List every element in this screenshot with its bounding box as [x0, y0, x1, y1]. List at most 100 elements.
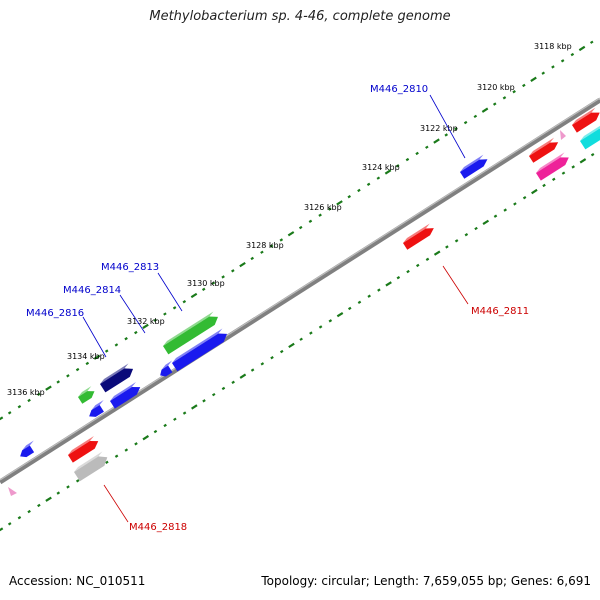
inner-tick: [211, 392, 216, 397]
outer-tick: [287, 231, 295, 237]
inner-tick: [552, 177, 556, 181]
label-leaders: [82, 94, 469, 523]
outer-tick: [502, 96, 507, 100]
gene-label-m446-2810[interactable]: M446_2810: [370, 84, 428, 95]
gene-label-m446-2814[interactable]: M446_2814: [63, 285, 121, 296]
inner-tick: [503, 208, 507, 212]
genome-backbone: [0, 97, 600, 485]
leader-m446-2814: [119, 294, 146, 334]
gene-m446-2811-top: [403, 223, 430, 243]
gene-red-far-right: [572, 112, 600, 133]
inner-tick: [163, 423, 167, 428]
genome-backbone-highlight: [0, 97, 600, 481]
leader-m446-2811: [442, 265, 469, 305]
outer-tick: [415, 151, 419, 156]
outer-tick: [492, 102, 497, 106]
gene-magenta-right: [536, 157, 569, 181]
kbp-label-3120: 3120 kbp: [477, 83, 515, 92]
outer-tick: [66, 374, 70, 378]
outer-tick: [114, 343, 119, 347]
outer-tick: [366, 182, 371, 186]
outer-tick: [541, 71, 546, 75]
gene-blue-small-2: [89, 404, 104, 417]
outer-tick: [336, 200, 343, 206]
outer-tick: [75, 367, 80, 372]
outer-tick: [279, 238, 284, 242]
kbp-labels: 3118 kbp 3120 kbp 3122 kbp 3124 kbp 3126…: [7, 42, 572, 397]
inner-tick: [522, 196, 527, 200]
gene-small-blue: [160, 365, 173, 377]
inner-tick: [367, 294, 371, 298]
kbp-label-3128: 3128 kbp: [246, 241, 284, 250]
inner-tick: [66, 485, 70, 489]
outer-tick: [37, 392, 41, 396]
gene-red-far-right-top: [572, 107, 596, 125]
outer-tick: [124, 337, 128, 341]
inner-tick: [318, 325, 323, 329]
gene-m446-2810: [460, 159, 488, 179]
inner-tick: [27, 509, 31, 514]
outer-tick: [473, 114, 478, 119]
inner-tick: [182, 411, 187, 415]
kbp-label-3126: 3126 kbp: [304, 203, 342, 212]
gene-label-m446-2811[interactable]: M446_2811: [471, 306, 529, 317]
inner-tick: [45, 496, 52, 502]
outer-tick: [17, 404, 22, 409]
inner-tick: [482, 219, 490, 225]
kbp-label-3122: 3122 kbp: [420, 124, 458, 133]
outer-tick: [260, 250, 264, 254]
gene-m446-2817-top: [68, 436, 94, 455]
inner-tick: [0, 527, 4, 532]
gene-m446-2810-top: [460, 154, 484, 172]
gene-label-m446-2818[interactable]: M446_2818: [129, 522, 187, 533]
outer-tick: [589, 40, 594, 44]
gene-blue-left: [20, 445, 35, 458]
gene-label-m446-2813[interactable]: M446_2813: [101, 262, 159, 273]
inner-tick: [415, 263, 420, 268]
gene-cyan-right-top: [580, 125, 600, 141]
inner-tick: [474, 226, 478, 231]
inner-tick: [347, 306, 352, 311]
outer-tick: [153, 318, 157, 322]
gene-cyan-right: [580, 128, 600, 150]
inner-tick: [173, 417, 177, 421]
gene-label-m446-2816[interactable]: M446_2816: [26, 308, 84, 319]
outer-tick: [211, 281, 216, 285]
gene-m446-2813b: [172, 333, 227, 372]
kbp-label-3134: 3134 kbp: [67, 352, 105, 361]
gene-pink-triangle-right: [560, 130, 566, 140]
gene-m446-2818-top: [74, 451, 103, 472]
outer-tick: [190, 292, 198, 299]
gene-m446-2816: [78, 391, 95, 404]
outer-tick: [395, 164, 400, 168]
gene-m446-2811: [403, 228, 434, 250]
outer-tick: [347, 194, 351, 199]
gene-m446-2818: [74, 456, 108, 482]
outer-tick: [85, 361, 90, 366]
kbp-label-3136: 3136 kbp: [7, 388, 45, 397]
kbp-label-3118: 3118 kbp: [534, 42, 572, 51]
outer-tick: [522, 83, 526, 88]
inner-tick: [328, 319, 333, 323]
outer-tick-row: [0, 40, 594, 421]
inner-tick: [299, 337, 303, 341]
outer-tick: [27, 398, 31, 403]
outer-tick: [433, 138, 440, 144]
outer-tick: [269, 244, 274, 248]
outer-tick: [560, 59, 565, 63]
outer-tick: [7, 411, 12, 415]
inner-tick: [493, 214, 498, 218]
gene-features: [8, 107, 600, 496]
inner-tick: [142, 435, 150, 441]
inner-tick: [56, 491, 61, 495]
inner-tick: [377, 288, 381, 292]
inner-tick: [288, 342, 295, 349]
leader-m446-2816: [82, 316, 107, 358]
inner-tick: [396, 276, 401, 280]
outer-tick: [239, 261, 246, 268]
gene-pink-triangle-left: [8, 487, 17, 496]
inner-tick: [37, 503, 41, 508]
outer-tick: [570, 52, 575, 57]
gene-m446-2815-top: [110, 382, 136, 401]
outer-tick: [328, 207, 332, 211]
